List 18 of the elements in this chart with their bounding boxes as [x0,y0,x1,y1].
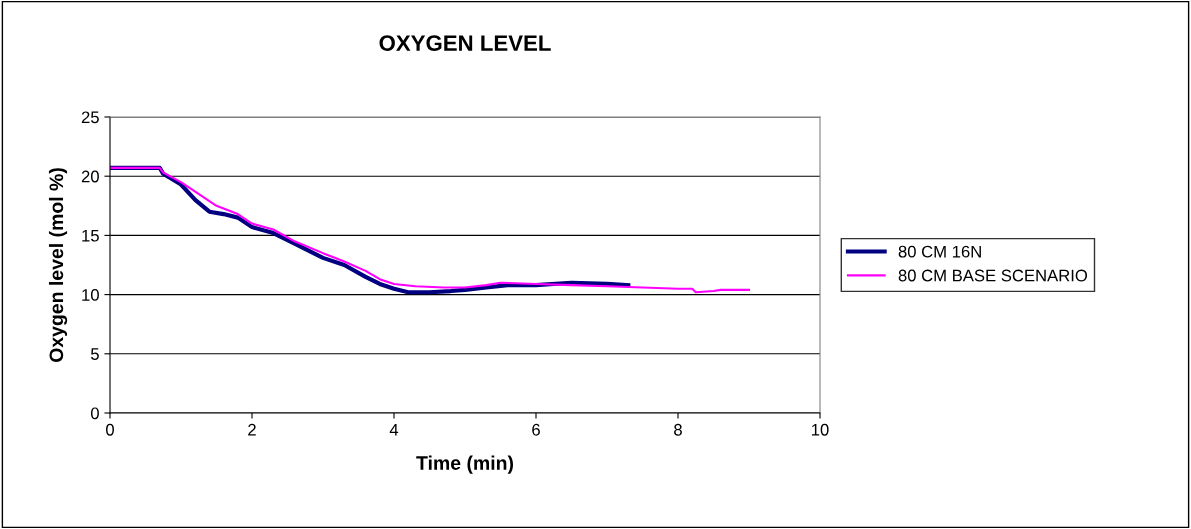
y-axis-title: Oxygen level (mol %) [48,168,68,362]
x-axis-title: Time (min) [416,455,514,474]
x-tick-label: 8 [674,423,682,436]
x-tick-label: 4 [389,424,399,436]
y-tick-label: 25 [81,111,99,124]
y-tick-label: 5 [90,348,99,360]
legend-label: 80 CM BASE SCENARIO [898,269,1088,282]
line-series [110,166,751,294]
chart-title: OXYGEN LEVEL [379,35,551,51]
x-tick-label: 6 [532,423,540,436]
y-tick-label: 0 [90,407,99,420]
x-tick-label: 2 [248,423,256,436]
x-tick-label: 10 [812,423,829,436]
y-tick-label: 15 [82,229,99,242]
legend-label: 80 CM 16N [898,245,981,258]
x-tick-label: 0 [106,423,114,436]
y-tick-label: 20 [81,170,99,183]
y-tick-label: 10 [82,289,99,301]
